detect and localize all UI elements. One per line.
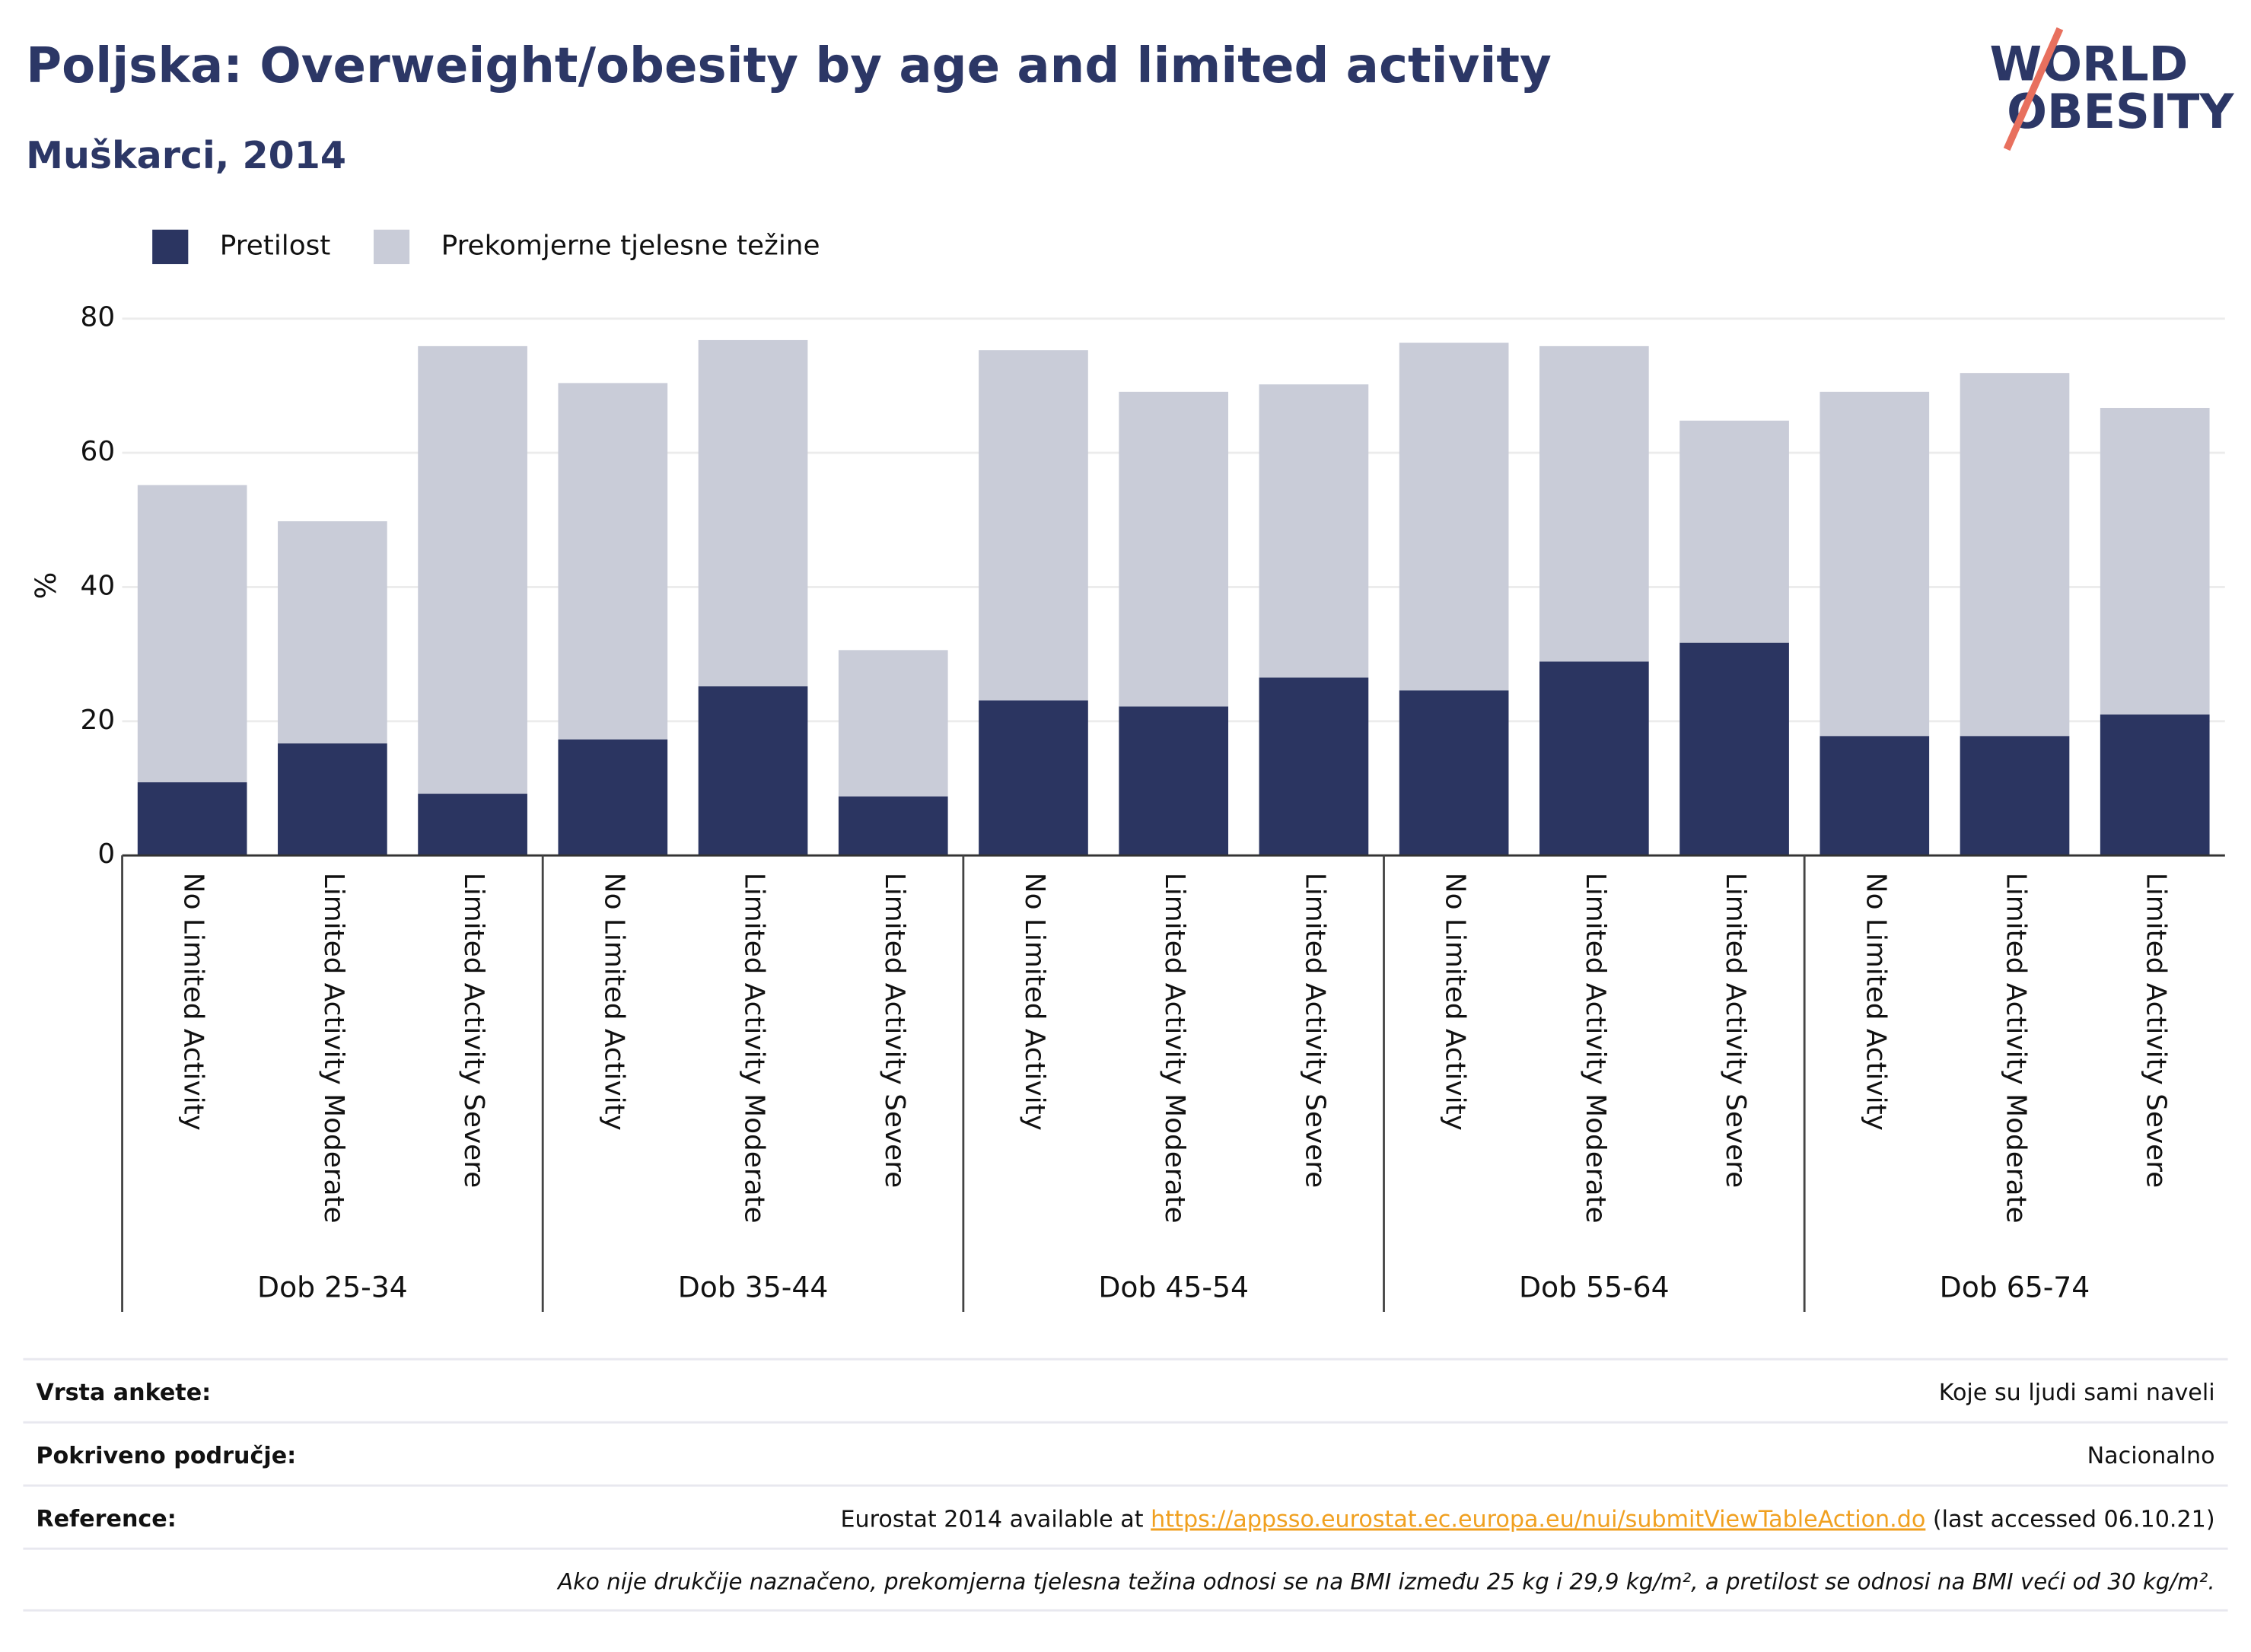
x-tick-label: Limited Activity Severe [1720,873,1751,1188]
bar [1259,384,1369,678]
logo-slash [2003,27,2064,151]
logo: WORLD [1989,37,2188,92]
legend-swatch [152,229,189,265]
bar [1399,690,1509,856]
x-tick-label: Limited Activity Moderate [1580,873,1611,1224]
bar [2100,714,2210,856]
logo: OBESITY [2007,84,2234,139]
x-tick-label: No Limited Activity [178,873,209,1131]
bar [1399,342,1509,691]
bar [418,345,527,794]
row-label: Reference: [36,1506,176,1533]
bar [979,700,1088,856]
group-label: Dob 45-54 [1098,1270,1249,1303]
bar [1539,661,1649,856]
bar [838,796,948,856]
bar [1259,677,1369,856]
chart-title: Poljska: Overweight/obesity by age and l… [26,37,1552,94]
x-tick-label: Limited Activity Moderate [1159,873,1190,1224]
y-tick-label: 60 [81,436,116,467]
group-label: Dob 25-34 [257,1270,408,1303]
bar [278,521,387,743]
row-value: Koje su ljudi sami naveli [1939,1380,2215,1406]
bar [1960,736,2070,856]
bar [698,686,808,856]
row-value: Eurostat 2014 available at https://appss… [840,1506,2214,1533]
x-tick-label: No Limited Activity [1860,873,1891,1131]
x-tick-label: Limited Activity Severe [458,873,489,1188]
bar [1119,706,1229,856]
bar [137,782,247,856]
y-tick-label: 80 [81,302,116,333]
bar [278,743,387,856]
x-tick-label: No Limited Activity [1019,873,1050,1131]
bar [1679,420,1789,643]
x-tick-label: Limited Activity Moderate [2000,873,2031,1224]
bar [418,794,527,856]
x-tick-label: Limited Activity Severe [2141,873,2172,1188]
bar [1960,373,2070,737]
legend-swatch [373,229,410,265]
y-tick-label: 20 [81,705,116,736]
row-value: Nacionalno [2087,1443,2215,1469]
x-tick-label: Limited Activity Moderate [318,873,349,1224]
y-axis-label: % [29,572,62,600]
reference-link[interactable]: https://appsso.eurostat.ec.europa.eu/nui… [1151,1506,1925,1533]
row-label: Pokriveno područje: [36,1443,296,1469]
bar [1820,391,1930,737]
group-label: Dob 55-64 [1519,1270,1670,1303]
legend-label: Pretilost [220,230,331,261]
x-tick-label: No Limited Activity [598,873,629,1131]
bar [1119,391,1229,707]
bar [1539,345,1649,662]
y-tick-label: 0 [97,839,115,870]
bar [2100,408,2210,715]
reference-text: (last accessed 06.10.21) [1925,1506,2214,1533]
x-tick-label: Limited Activity Severe [1299,873,1330,1188]
bar [698,339,808,686]
chart-subtitle: Muškarci, 2014 [26,133,346,177]
reference-text: Eurostat 2014 available at [840,1506,1151,1533]
group-label: Dob 65-74 [1940,1270,2090,1303]
x-tick-label: No Limited Activity [1440,873,1471,1131]
bar [558,739,668,856]
x-tick-label: Limited Activity Severe [879,873,910,1188]
row-label: Vrsta ankete: [36,1380,211,1406]
x-tick-label: Limited Activity Moderate [739,873,770,1224]
group-label: Dob 35-44 [678,1270,829,1303]
bar [979,350,1088,701]
bar [1679,642,1789,856]
bar [558,383,668,740]
y-tick-label: 40 [81,570,116,601]
bar [1820,736,1930,856]
legend-label: Prekomjerne tjelesne težine [441,230,820,261]
footnote: Ako nije drukčije naznačeno, prekomjerna… [556,1568,2215,1594]
bar [137,485,247,783]
bar [838,650,948,797]
